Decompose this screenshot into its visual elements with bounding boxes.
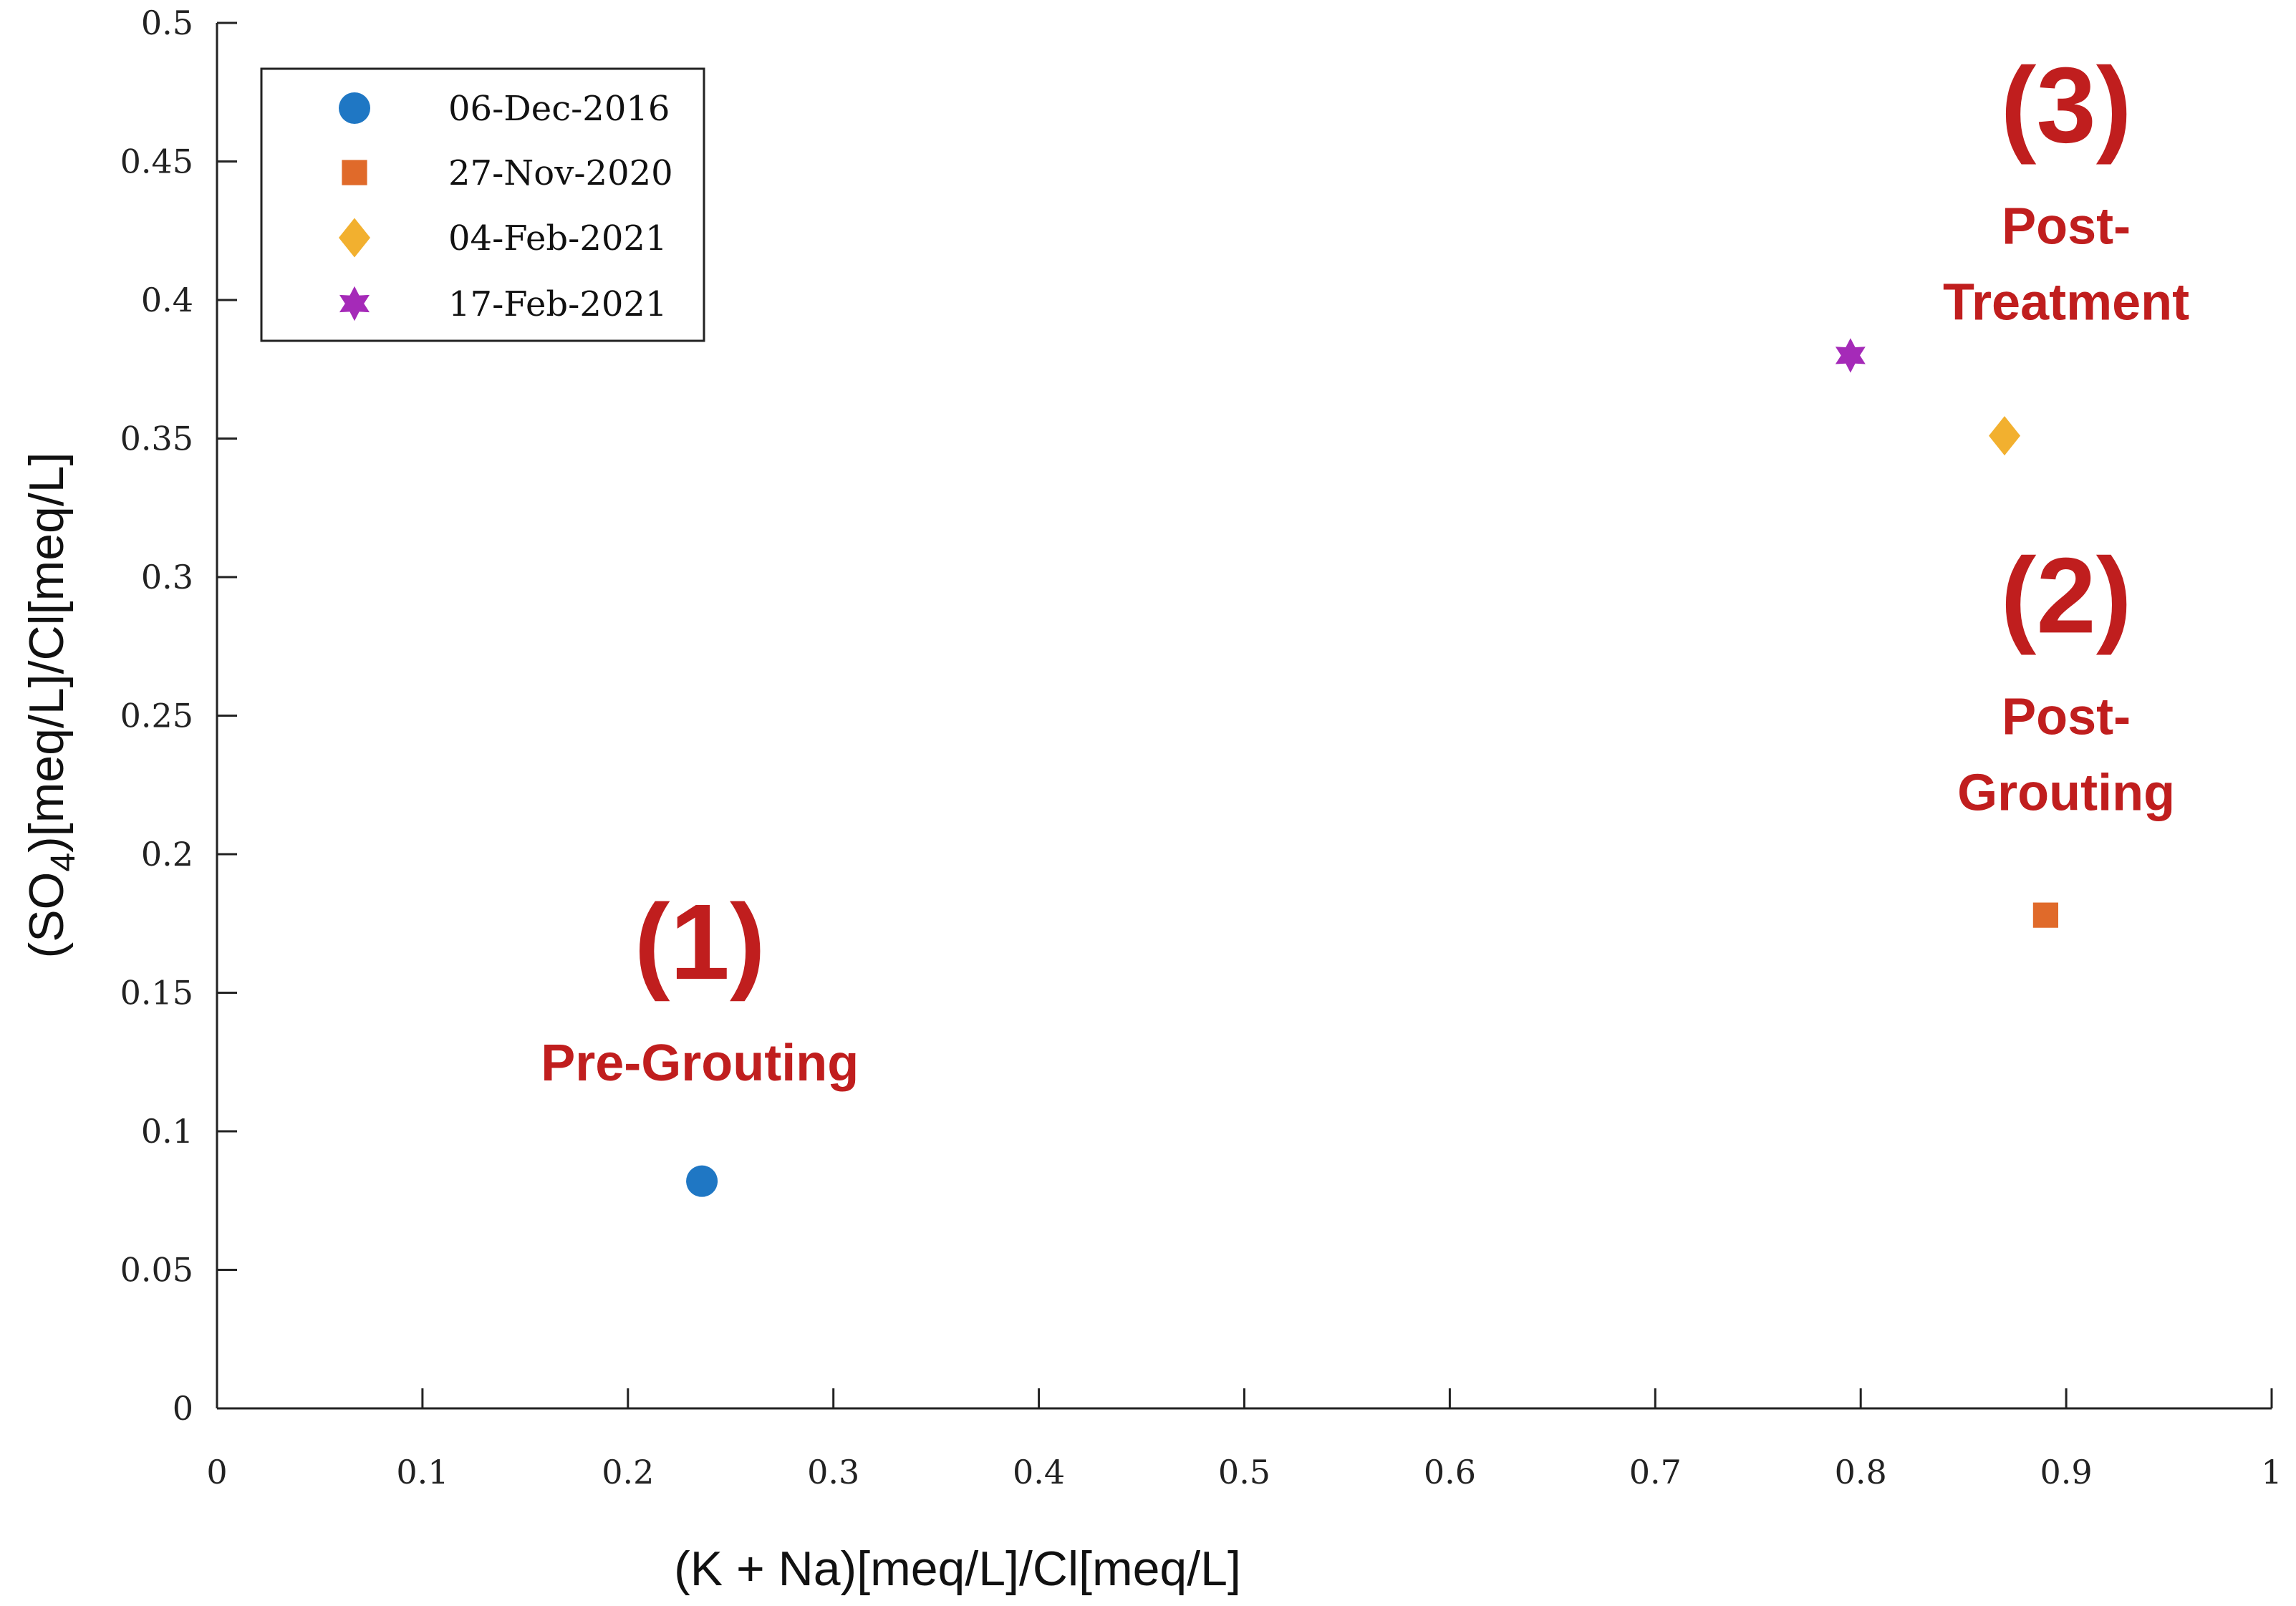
legend-marker-diamond <box>339 218 370 258</box>
legend-label: 17-Feb-2021 <box>448 284 667 324</box>
x-tick-label: 0.8 <box>1835 1453 1887 1491</box>
legend-label: 06-Dec-2016 <box>448 89 670 129</box>
legend-marker-hexagram <box>339 286 370 321</box>
axes: 0 0.1 0.2 0.3 0.4 0.5 0.6 0.7 0.8 0.9 1 0 0.05 0.1 0.1… <box>120 4 2282 1491</box>
y-axis-title: (SO4)[meq/L]/Cl[meq/L] <box>19 453 82 959</box>
y-tick-label: 0.05 <box>120 1251 193 1290</box>
y-tick-label: 0 <box>173 1389 193 1428</box>
data-points <box>686 338 2059 1197</box>
x-axis-title: (K + Na)[meq/L]/Cl[meq/L] <box>674 1542 1241 1596</box>
x-tick-label: 0.2 <box>602 1453 654 1491</box>
legend-marker-circle <box>339 92 370 124</box>
x-tick-label: 1 <box>2261 1453 2282 1491</box>
y-axis-title-subscript: 4 <box>44 853 82 872</box>
data-point-square <box>2032 902 2059 928</box>
data-point-hexagram <box>1835 338 1866 373</box>
annotation-label: Pre-Grouting <box>541 1035 859 1092</box>
annotation-number: (2) <box>2000 535 2131 655</box>
x-tick-label: 0.7 <box>1629 1453 1682 1491</box>
data-point-circle <box>686 1165 718 1197</box>
legend-label: 04-Feb-2021 <box>448 218 667 258</box>
legend-items: 06-Dec-2016 27-Nov-2020 04-Feb-2021 17-Feb-… <box>339 89 673 324</box>
x-tick-label: 0.9 <box>2040 1453 2093 1491</box>
annotation-label: Treatment <box>1943 274 2189 331</box>
x-tick-label: 0.3 <box>807 1453 859 1491</box>
x-tick-label: 0.5 <box>1218 1453 1270 1491</box>
annotation-number: (3) <box>2000 44 2131 165</box>
y-tick-label: 0.15 <box>120 974 193 1012</box>
annotation-label: Grouting <box>1957 764 2175 821</box>
y-tick-label: 0.35 <box>120 420 193 458</box>
annotation-number: (1) <box>635 881 766 1002</box>
annotations: (1) Pre-Grouting (2) Post- Grouting (3) Post- T… <box>541 44 2189 1092</box>
y-tick-label: 0.45 <box>120 142 193 181</box>
y-axis-title-post: )[meq/L]/Cl[meq/L] <box>19 453 74 853</box>
y-tick-label: 0.4 <box>141 281 193 319</box>
legend-marker-square <box>342 160 367 185</box>
x-tick-label: 0 <box>206 1453 227 1491</box>
y-tick-label: 0.3 <box>141 558 193 596</box>
x-tick-label: 0.6 <box>1424 1453 1476 1491</box>
legend-box <box>260 67 705 342</box>
x-tick-label: 0.1 <box>396 1453 448 1491</box>
y-tick-label: 0.2 <box>141 835 193 874</box>
legend-label: 27-Nov-2020 <box>448 153 673 193</box>
y-tick-label: 0.25 <box>120 697 193 735</box>
annotation-label: Post- <box>2002 688 2131 745</box>
y-tick-label: 0.1 <box>141 1112 193 1151</box>
legend: 06-Dec-2016 27-Nov-2020 04-Feb-2021 17-Feb-… <box>260 67 705 342</box>
data-point-diamond <box>1989 416 2021 456</box>
annotation-label: Post- <box>2002 198 2131 255</box>
y-axis-title-pre: (SO <box>19 872 74 959</box>
x-tick-label: 0.4 <box>1013 1453 1065 1491</box>
y-tick-label: 0.5 <box>141 4 193 42</box>
